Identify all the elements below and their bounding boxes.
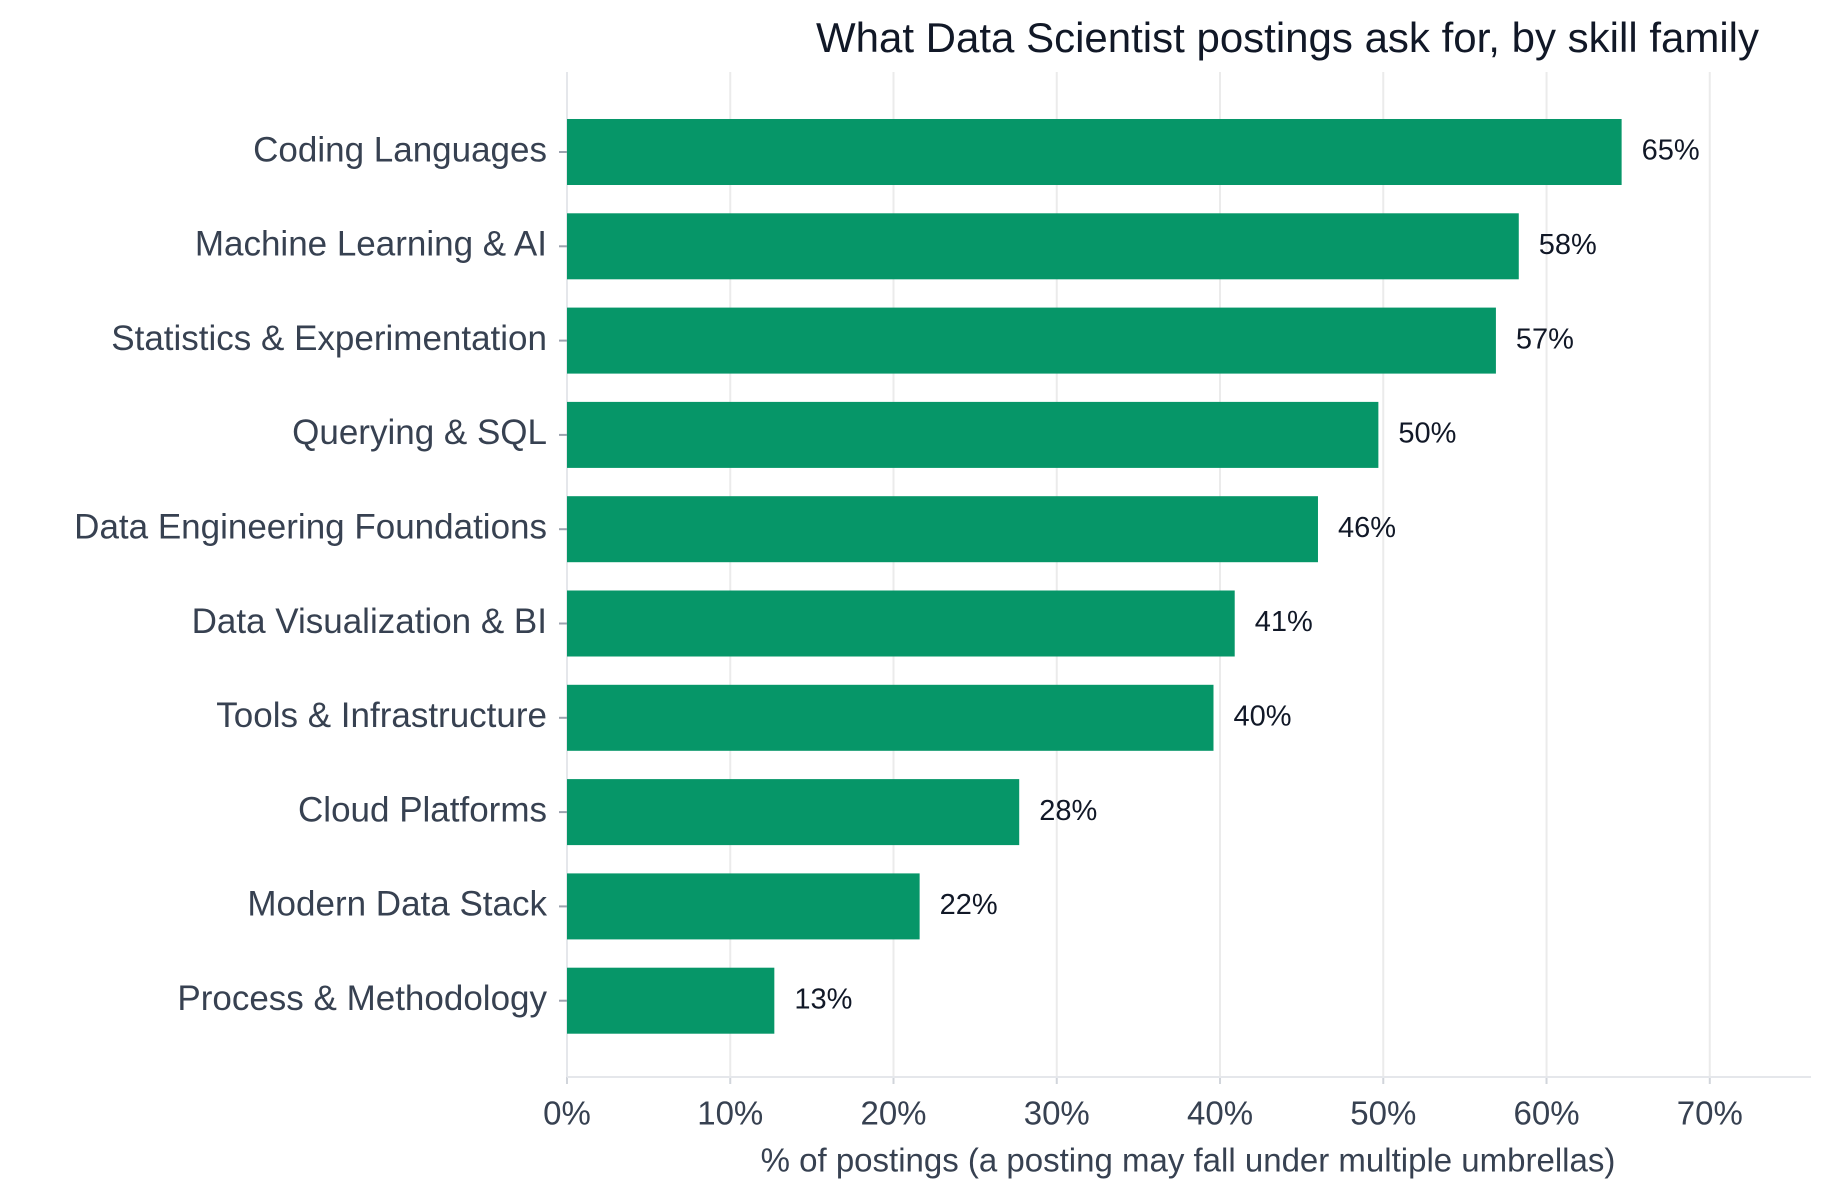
bar — [567, 496, 1318, 563]
value-label: 57% — [1516, 323, 1574, 355]
value-label: 40% — [1233, 700, 1291, 732]
x-tick-label: 40% — [1187, 1095, 1253, 1132]
y-tick-label: Querying & SQL — [292, 413, 547, 452]
x-tick-label: 60% — [1513, 1095, 1579, 1132]
value-label: 46% — [1338, 512, 1396, 544]
y-tick-label: Process & Methodology — [177, 979, 547, 1018]
y-tick-label: Coding Languages — [253, 130, 547, 169]
bar — [567, 873, 920, 940]
value-label: 58% — [1539, 229, 1597, 261]
value-label: 65% — [1642, 135, 1700, 167]
y-tick-label: Cloud Platforms — [298, 790, 547, 829]
y-tick-label: Data Engineering Foundations — [74, 507, 547, 546]
bar — [567, 401, 1379, 468]
x-tick-label: 10% — [697, 1095, 763, 1132]
y-tick-label: Machine Learning & AI — [195, 225, 547, 264]
value-label: 22% — [940, 889, 998, 921]
bar — [567, 307, 1496, 374]
x-tick-label: 70% — [1677, 1095, 1743, 1132]
x-tick-label: 20% — [860, 1095, 926, 1132]
bar — [567, 118, 1622, 186]
bar — [567, 967, 775, 1034]
value-label: 41% — [1255, 606, 1313, 638]
y-tick-label: Modern Data Stack — [247, 885, 547, 924]
bar — [567, 684, 1214, 751]
chart-title: What Data Scientist postings ask for, by… — [816, 14, 1759, 61]
y-tick-label: Tools & Infrastructure — [216, 696, 547, 735]
x-tick-label: 30% — [1024, 1095, 1090, 1132]
value-label: 13% — [794, 983, 852, 1015]
bar — [567, 590, 1235, 657]
value-label: 28% — [1039, 795, 1097, 827]
x-tick-label: 50% — [1350, 1095, 1416, 1132]
y-tick-label: Data Visualization & BI — [192, 602, 547, 641]
x-axis-label: % of postings (a posting may fall under … — [761, 1142, 1616, 1179]
value-label: 50% — [1398, 418, 1456, 450]
bar — [567, 779, 1020, 846]
y-tick-label: Statistics & Experimentation — [111, 319, 547, 358]
bar — [567, 213, 1519, 280]
x-tick-label: 0% — [543, 1095, 591, 1132]
